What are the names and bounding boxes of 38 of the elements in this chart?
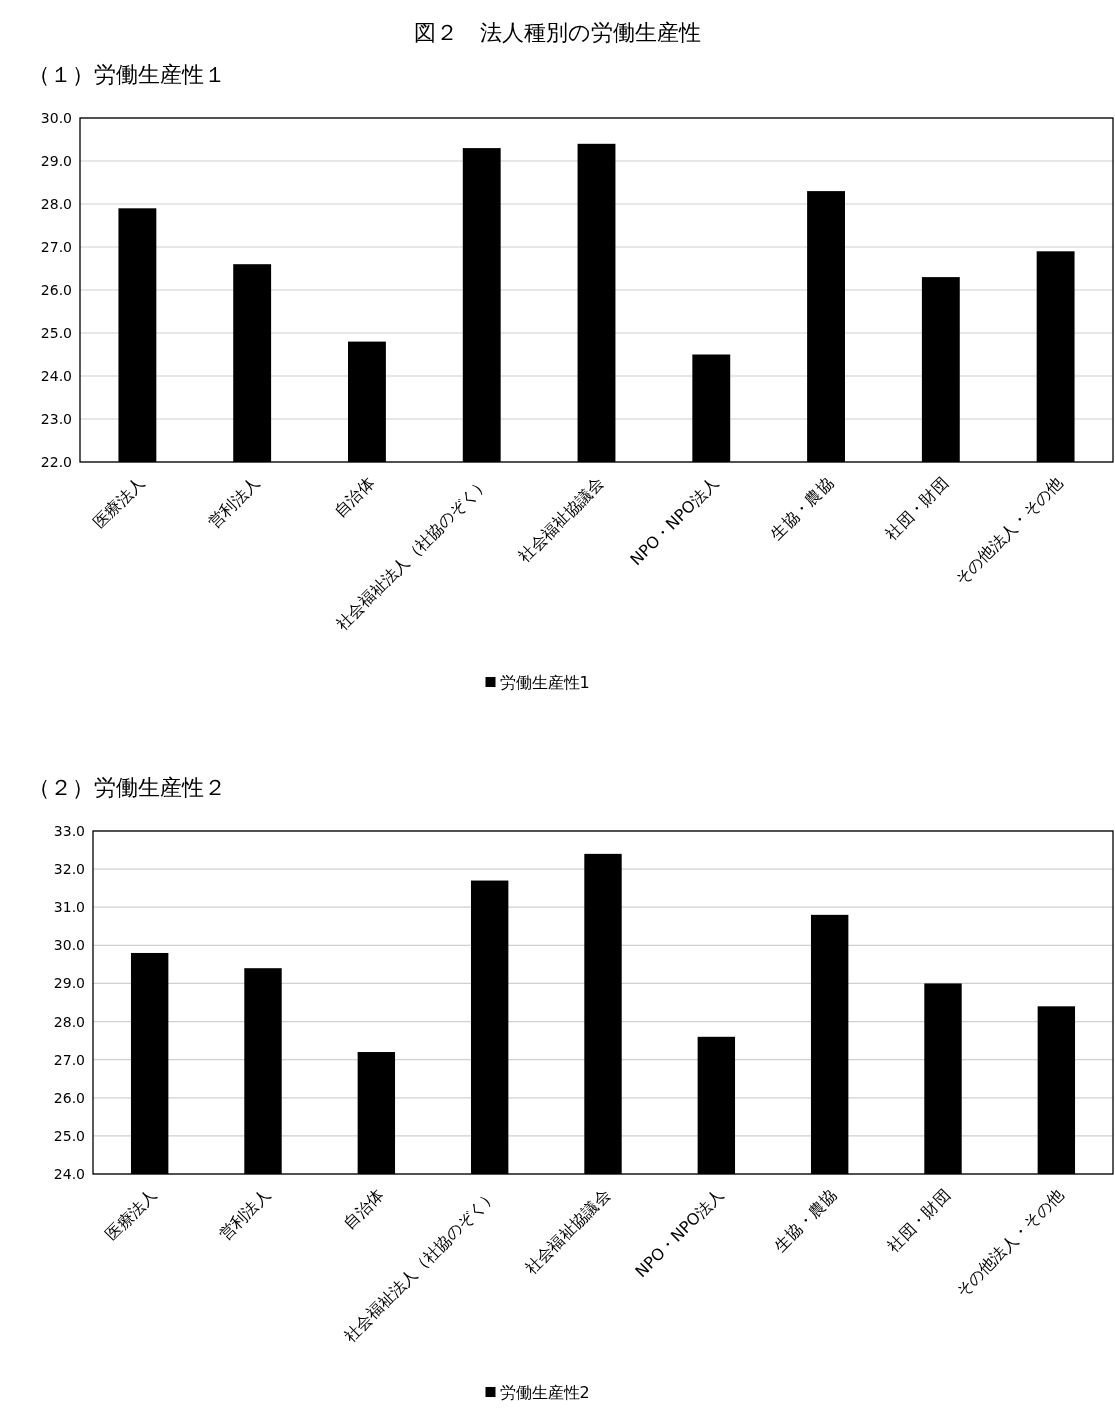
y-tick-label: 25.0 xyxy=(53,1127,85,1144)
y-tick-label: 26.0 xyxy=(40,282,72,298)
y-tick-label: 33.0 xyxy=(53,823,85,839)
x-tick-label: 営利法人 xyxy=(204,473,263,533)
x-tick-label: 医療法人 xyxy=(89,473,149,533)
y-tick-label: 30.0 xyxy=(40,110,72,126)
y-tick-label: 25.0 xyxy=(40,325,72,341)
y-tick-label: 22.0 xyxy=(40,454,72,470)
x-tick-label: 生協・農協 xyxy=(766,473,837,544)
y-tick-label: 28.0 xyxy=(53,1013,85,1030)
y-tick-label: 27.0 xyxy=(53,1051,85,1068)
chart-title: （２）労働生産性２ xyxy=(28,775,226,800)
x-tick-label: その他法人・その他 xyxy=(951,1185,1068,1301)
y-tick-label: 31.0 xyxy=(53,899,85,916)
y-tick-label: 29.0 xyxy=(40,153,72,169)
x-tick-label: その他法人・その他 xyxy=(951,473,1067,589)
x-tick-label: 自治体 xyxy=(339,1185,388,1233)
y-tick-label: 26.0 xyxy=(53,1089,85,1106)
y-tick-label: 30.0 xyxy=(53,937,85,954)
x-tick-label: 医療法人 xyxy=(101,1185,161,1245)
legend-label: 労働生産性1 xyxy=(499,673,590,692)
x-tick-label: 社会福祉協議会 xyxy=(514,473,608,567)
y-tick-label: 29.0 xyxy=(53,975,85,992)
x-tick-label: 自治体 xyxy=(330,473,378,521)
y-tick-label: 24.0 xyxy=(53,1166,85,1182)
x-tick-label: 営利法人 xyxy=(215,1185,274,1245)
x-tick-label: 社団・財団 xyxy=(881,473,952,544)
legend-label: 労働生産性2 xyxy=(499,1383,590,1402)
chart-title: 図２ 法人種別の労働生産性 xyxy=(414,20,701,45)
x-tick-label: 社団・財団 xyxy=(883,1185,954,1256)
y-tick-label: 24.0 xyxy=(40,368,72,384)
x-tick-label: 生協・農協 xyxy=(770,1185,841,1256)
x-tick-label: 社会福祉協議会 xyxy=(521,1185,614,1279)
chart-subtitle: （１）労働生産性１ xyxy=(28,62,226,87)
y-tick-label: 28.0 xyxy=(40,196,72,212)
y-tick-label: 27.0 xyxy=(40,239,72,255)
y-tick-label: 23.0 xyxy=(40,411,72,427)
y-tick-label: 32.0 xyxy=(53,861,85,878)
